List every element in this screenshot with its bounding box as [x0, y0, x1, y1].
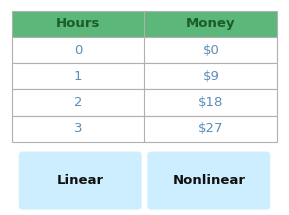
- Bar: [12, 116, 144, 142]
- Bar: [144, 116, 277, 142]
- Text: Nonlinear: Nonlinear: [172, 174, 245, 187]
- Bar: [12, 37, 144, 63]
- Text: $27: $27: [198, 122, 224, 135]
- Bar: [144, 11, 277, 37]
- FancyBboxPatch shape: [19, 152, 142, 210]
- Text: Hours: Hours: [56, 17, 100, 30]
- Text: 0: 0: [74, 44, 82, 57]
- Bar: [12, 11, 144, 37]
- Bar: [144, 89, 277, 116]
- Text: 1: 1: [74, 70, 82, 83]
- Bar: [144, 63, 277, 89]
- Text: $0: $0: [203, 44, 219, 57]
- Bar: [12, 63, 144, 89]
- Text: 3: 3: [74, 122, 82, 135]
- Text: Linear: Linear: [57, 174, 104, 187]
- FancyBboxPatch shape: [147, 152, 270, 210]
- Text: 2: 2: [74, 96, 82, 109]
- Bar: [12, 89, 144, 116]
- Text: $9: $9: [203, 70, 219, 83]
- Bar: [144, 37, 277, 63]
- Text: Money: Money: [186, 17, 236, 30]
- Text: $18: $18: [198, 96, 224, 109]
